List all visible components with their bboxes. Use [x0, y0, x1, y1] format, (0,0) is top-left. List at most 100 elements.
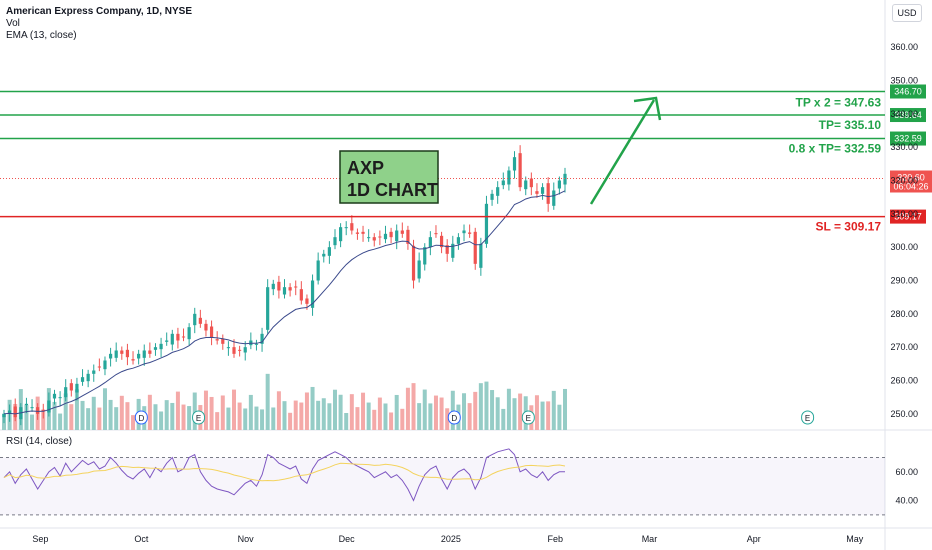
- volume-bar: [417, 403, 422, 430]
- chart-legend: American Express Company, 1D, NYSE Vol E…: [6, 6, 192, 42]
- volume-bar: [125, 402, 130, 430]
- candle-body: [327, 247, 331, 256]
- candle-body: [36, 407, 40, 414]
- candle-body: [24, 403, 29, 406]
- candle-body: [367, 237, 371, 239]
- volume-bar: [534, 395, 539, 430]
- volume-bar: [74, 389, 79, 430]
- candle-body: [445, 245, 449, 254]
- price-tick-label: 330.00: [890, 142, 918, 152]
- vol-legend[interactable]: Vol: [6, 18, 20, 29]
- candle-body: [299, 289, 303, 301]
- price-tick-label: 280.00: [890, 309, 918, 319]
- volume-bar: [299, 402, 304, 430]
- volume-bar: [361, 392, 366, 430]
- volume-bar: [478, 383, 483, 430]
- time-tick-label: Dec: [339, 534, 356, 544]
- event-marker-letter: E: [526, 414, 531, 423]
- candle-body: [456, 237, 461, 244]
- trend-arrow-shaft: [589, 99, 656, 205]
- candle-body: [69, 383, 73, 391]
- level-price-tag-text: 346.70: [894, 87, 922, 97]
- volume-bar: [383, 403, 388, 430]
- rsi-tick-label: 40.00: [895, 496, 918, 506]
- volume-bar: [349, 394, 354, 430]
- volume-bar: [462, 393, 467, 430]
- volume-bar: [248, 394, 253, 430]
- volume-bar: [546, 401, 551, 430]
- candle-body: [361, 231, 365, 234]
- price-tick-label: 310.00: [890, 209, 918, 219]
- volume-bar: [377, 397, 382, 430]
- volume-bar: [209, 396, 214, 430]
- event-marker-letter: D: [451, 414, 457, 423]
- candle-body: [316, 260, 320, 281]
- level-label: SL = 309.17: [816, 220, 882, 234]
- annotation-line-2: 1D CHART: [347, 180, 438, 200]
- volume-bar: [102, 388, 107, 430]
- volume-bar: [181, 404, 186, 430]
- candle-body: [451, 243, 455, 258]
- event-marker: [521, 410, 535, 425]
- candle-body: [97, 366, 101, 368]
- candle-body: [198, 317, 202, 324]
- price-tick-label: 320.00: [890, 176, 918, 186]
- candle-body: [8, 410, 12, 414]
- rsi-legend[interactable]: RSI (14, close): [6, 436, 73, 447]
- volume-bar: [159, 411, 164, 430]
- candle-body: [64, 387, 68, 398]
- candle-body: [344, 227, 348, 229]
- candle-body: [378, 236, 382, 238]
- candle-body: [215, 339, 219, 341]
- volume-bar: [490, 390, 495, 430]
- candle-body: [75, 383, 79, 393]
- rsi-pane: 40.00 60.00: [0, 448, 918, 516]
- volume-bar: [467, 403, 472, 430]
- price-tick-label: 340.00: [890, 109, 918, 119]
- candle-body: [52, 393, 57, 399]
- volume-bar: [366, 402, 371, 430]
- volume-bar: [428, 403, 433, 430]
- candle-body: [350, 223, 354, 231]
- candle-body: [411, 245, 416, 281]
- candle-body: [209, 326, 214, 338]
- volume-bar: [114, 407, 119, 430]
- level-price-tag: [890, 131, 926, 146]
- ema-line: [3, 190, 566, 415]
- price-levels[interactable]: 346.70 TP x 2 = 347.63 339.64 TP= 335.10 332…: [0, 84, 932, 234]
- candle-body: [439, 235, 444, 248]
- candle-body: [232, 347, 236, 354]
- volume-bar: [24, 405, 29, 430]
- candle-body: [400, 230, 404, 234]
- volume-bar: [293, 400, 298, 430]
- candle-body: [524, 180, 528, 190]
- candle-body: [131, 359, 135, 361]
- candle-body: [103, 360, 107, 370]
- candle-body: [125, 349, 130, 358]
- price-axis[interactable]: 250.00 260.00 270.00 280.00 290.00 300.00 310.…: [890, 42, 918, 419]
- volume-bar: [495, 397, 500, 430]
- volume-bar: [41, 409, 46, 430]
- ema-legend[interactable]: EMA (13, close): [6, 30, 77, 41]
- candle-body: [468, 232, 472, 234]
- candle-body: [243, 347, 247, 353]
- candle-body: [204, 323, 208, 331]
- volume-bar: [254, 406, 259, 430]
- candle-body: [41, 409, 45, 411]
- candle-body: [546, 183, 550, 204]
- time-axis[interactable]: Sep Oct Nov Dec 2025 Feb Mar Apr May: [32, 534, 863, 544]
- volume-bar: [411, 383, 416, 430]
- currency-button[interactable]: USD: [892, 4, 922, 22]
- level-label: TP x 2 = 347.63: [795, 96, 881, 110]
- volume-bar: [563, 388, 567, 430]
- candle-body: [148, 350, 152, 354]
- symbol-title[interactable]: American Express Company, 1D, NYSE: [6, 6, 192, 17]
- candle-body: [383, 233, 388, 240]
- candle-body: [193, 313, 197, 326]
- candle-body: [254, 343, 259, 345]
- volume-bar: [445, 408, 450, 430]
- candle-body: [288, 287, 292, 291]
